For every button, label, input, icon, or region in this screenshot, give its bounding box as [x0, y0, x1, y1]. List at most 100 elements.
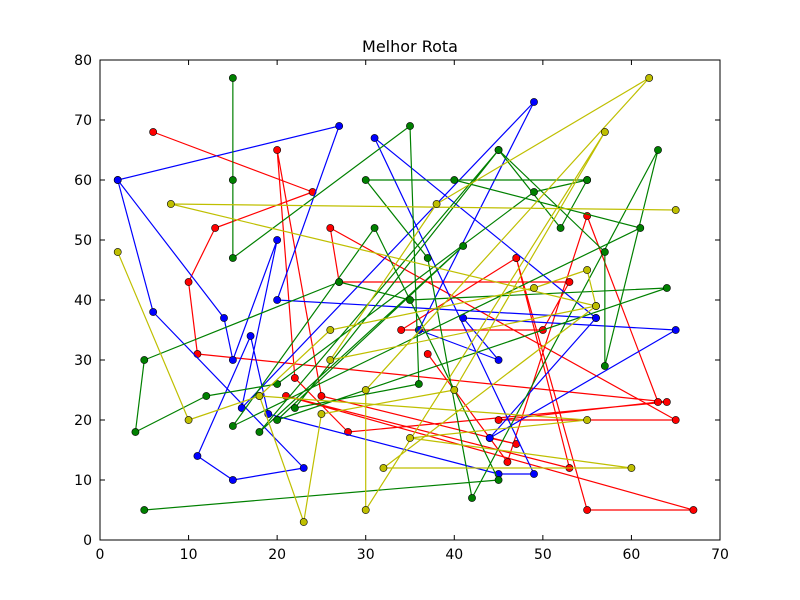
- series-3-point-8: [432, 200, 441, 208]
- x-tick-label-1: 10: [180, 547, 198, 563]
- series-1-point-8: [530, 470, 538, 478]
- y-axis: 0 10 20 30 40 50 60 70 80: [74, 53, 720, 549]
- series-1-point-18: [530, 98, 538, 106]
- series-2-point-30: [228, 422, 237, 430]
- series-2-point-32: [494, 476, 503, 484]
- series-0-point-20: [565, 278, 574, 286]
- series-2-point-19: [662, 284, 671, 292]
- y-tick-label-2: 20: [74, 413, 92, 429]
- series-2-point-20: [406, 296, 414, 304]
- series-3-point-20: [379, 464, 388, 472]
- series-2-route-line: [134, 78, 668, 511]
- series-3-point-22: [166, 200, 175, 208]
- series-2-point-3: [406, 122, 414, 130]
- series-3-point-21: [592, 302, 600, 310]
- series-0-point-3: [184, 278, 193, 286]
- series-1-point-14: [220, 314, 228, 322]
- series-2-point-2: [228, 254, 237, 262]
- series-0-point-0: [149, 128, 158, 136]
- series-0-point-4: [193, 350, 202, 358]
- series-2-point-29: [636, 224, 645, 232]
- series-2-point-5: [290, 404, 299, 412]
- series-2-point-7: [600, 248, 609, 256]
- series-3-point-12: [600, 128, 609, 136]
- series-1-point-15: [228, 356, 237, 364]
- series-0-point-7: [290, 374, 299, 382]
- series-2-point-25: [273, 380, 282, 388]
- series-3-point-14: [317, 410, 326, 418]
- plot-area: [113, 74, 698, 526]
- series-1-point-3: [228, 476, 237, 484]
- series-0-point-9: [317, 392, 326, 400]
- series-3-point-16: [255, 392, 264, 400]
- x-tick-label-6: 60: [623, 547, 641, 563]
- x-tick-label-0: 0: [96, 547, 105, 563]
- series-2-point-21: [335, 278, 344, 286]
- series-0-point-15: [654, 398, 662, 406]
- series-3-point-5: [583, 266, 592, 274]
- series-2-point-16: [255, 428, 264, 436]
- axes-frame: [99, 59, 721, 541]
- series-3-point-0: [113, 248, 122, 256]
- series-2-point-17: [459, 242, 468, 250]
- series-1-point-13: [113, 176, 122, 184]
- series-2-point-26: [530, 188, 538, 196]
- series-3-point-3: [326, 326, 335, 334]
- series-2-point-28: [450, 176, 459, 184]
- series-0-point-17: [671, 416, 680, 424]
- series-0-point-26: [689, 506, 698, 514]
- series-0-point-8: [273, 146, 282, 154]
- y-tick-label-6: 60: [74, 173, 92, 189]
- series-3: [113, 74, 680, 526]
- series-2-point-27: [583, 176, 592, 184]
- series-0-point-2: [211, 224, 220, 232]
- series-2-point-24: [202, 392, 211, 400]
- series-3-point-23: [671, 206, 680, 214]
- series-1: [113, 98, 680, 484]
- series-2-point-9: [654, 146, 662, 154]
- series-2-point-4: [414, 380, 423, 388]
- series-3-point-4: [530, 284, 538, 292]
- series-1-point-1: [149, 308, 158, 316]
- series-2-point-15: [494, 146, 503, 154]
- series-1-point-16: [273, 236, 282, 244]
- series-3-point-18: [406, 434, 414, 442]
- series-0-point-18: [326, 224, 335, 232]
- series-1-point-2: [299, 464, 308, 472]
- series-3-point-13: [450, 386, 459, 394]
- series-1-point-24: [592, 314, 600, 322]
- y-tick-label-1: 10: [74, 473, 92, 489]
- series-0-point-16: [494, 416, 503, 424]
- series-1-point-23: [485, 434, 494, 442]
- y-tick-label-7: 70: [74, 113, 92, 129]
- x-tick-label-7: 70: [711, 547, 729, 563]
- series-1-point-9: [370, 134, 379, 142]
- series-2-point-10: [468, 494, 476, 502]
- series-2-point-12: [361, 176, 370, 184]
- x-tick-label-5: 50: [534, 547, 552, 563]
- series-1-point-20: [494, 356, 503, 364]
- series-3-point-15: [299, 518, 308, 526]
- series-0-point-27: [583, 506, 592, 514]
- x-axis: 0 10 20 30 40 50 60 70: [96, 60, 729, 563]
- x-tick-label-4: 40: [445, 547, 463, 563]
- series-2-point-1: [228, 176, 237, 184]
- x-tick-label-3: 30: [357, 547, 375, 563]
- x-tick-label-2: 20: [268, 547, 286, 563]
- series-2-point-23: [131, 428, 140, 436]
- y-tick-label-4: 40: [74, 293, 92, 309]
- series-3-point-7: [326, 356, 335, 364]
- series-2-point-22: [140, 356, 149, 364]
- series-1-point-12: [335, 122, 344, 130]
- series-1-point-11: [273, 296, 282, 304]
- series-3-point-11: [361, 506, 370, 514]
- series-0-point-13: [503, 458, 512, 466]
- series-1-point-22: [671, 326, 680, 334]
- y-tick-label-0: 0: [83, 533, 92, 549]
- series-2-point-18: [273, 416, 282, 424]
- y-tick-label-3: 30: [74, 353, 92, 369]
- series-0-point-12: [423, 350, 432, 358]
- series-2-point-14: [556, 224, 565, 232]
